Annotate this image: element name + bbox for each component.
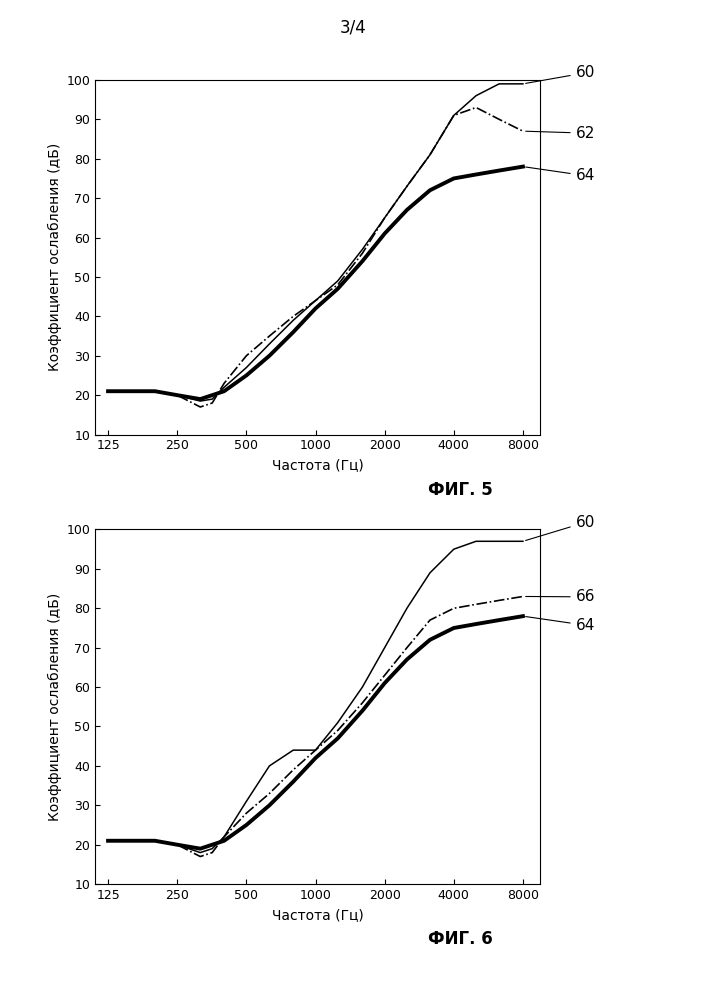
Text: ФИГ. 5: ФИГ. 5: [428, 481, 492, 499]
Text: ФИГ. 6: ФИГ. 6: [428, 930, 492, 948]
Text: 60: 60: [526, 65, 595, 83]
Y-axis label: Коэффициент ослабления (дБ): Коэффициент ослабления (дБ): [48, 143, 62, 372]
Text: 64: 64: [526, 616, 595, 632]
X-axis label: Частота (Гц): Частота (Гц): [272, 907, 364, 921]
Text: 66: 66: [526, 589, 595, 604]
Text: 3/4: 3/4: [340, 19, 366, 37]
X-axis label: Частота (Гц): Частота (Гц): [272, 458, 364, 472]
Text: 62: 62: [526, 126, 595, 141]
Text: 60: 60: [525, 514, 595, 540]
Y-axis label: Коэффициент ослабления (дБ): Коэффициент ослабления (дБ): [48, 592, 62, 821]
Text: 64: 64: [526, 167, 595, 183]
